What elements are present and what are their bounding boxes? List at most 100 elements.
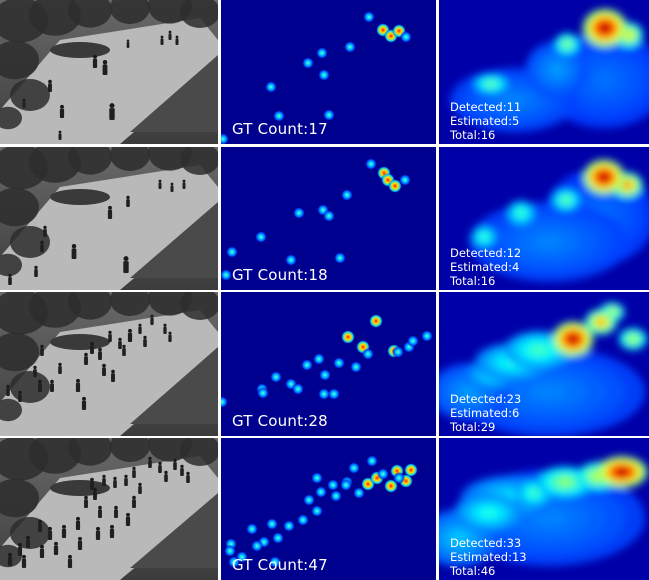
heat-blobs <box>439 456 648 567</box>
pedestrian <box>22 98 26 108</box>
pedestrian <box>132 466 136 478</box>
pedestrian <box>158 179 162 189</box>
pedestrian <box>93 487 97 500</box>
density-dot <box>221 269 232 281</box>
density-dot <box>366 455 378 467</box>
pedestrian <box>77 536 83 550</box>
density-dot <box>297 514 309 526</box>
estimated-count: Estimated:6 <box>450 406 520 420</box>
density-dot <box>421 330 433 342</box>
density-dot <box>311 505 323 517</box>
pedestrian <box>138 482 142 494</box>
estimation-panel: Detected:11 Estimated:5 Total:16 <box>439 0 649 144</box>
surveillance-photo <box>0 438 218 580</box>
pedestrian <box>164 470 168 482</box>
heat-blobs <box>450 8 649 132</box>
ground-truth-density-map <box>221 0 436 144</box>
ground-truth-density-map <box>221 438 436 580</box>
density-dot <box>323 109 335 121</box>
density-dot <box>330 490 342 502</box>
density-dot <box>362 348 374 360</box>
pedestrian <box>186 471 190 483</box>
density-dot <box>221 133 229 144</box>
tree <box>110 147 150 171</box>
pedestrian <box>26 535 30 548</box>
density-dot <box>292 383 304 395</box>
shrub <box>50 334 110 350</box>
count-stats: Detected:12 Estimated:4 Total:16 <box>450 246 521 288</box>
pedestrian <box>21 554 27 568</box>
pedestrian <box>138 323 142 334</box>
pedestrian <box>98 347 102 360</box>
pedestrian <box>123 256 129 273</box>
shrub <box>50 42 110 58</box>
tree <box>29 292 81 328</box>
density-dot <box>340 479 352 491</box>
pedestrian <box>102 363 106 376</box>
density-dot <box>344 41 356 53</box>
pedestrian <box>107 205 113 219</box>
density-dot <box>316 47 328 59</box>
pedestrian <box>58 130 62 140</box>
pedestrian <box>7 552 13 566</box>
pedestrian <box>158 461 162 473</box>
pedestrian <box>18 390 22 402</box>
density-dot <box>228 556 240 568</box>
pedestrian <box>125 512 131 526</box>
pedestrian <box>132 495 136 508</box>
gt-count-label: GT Count:17 <box>232 120 328 138</box>
pedestrian <box>111 369 115 382</box>
pedestrian <box>17 542 23 556</box>
estimated-count: Estimated:5 <box>450 114 520 128</box>
pedestrian <box>182 179 186 189</box>
photo-panel <box>0 0 218 144</box>
estimation-panel: Detected:23 Estimated:6 Total:29 <box>439 292 649 436</box>
pedestrian <box>109 103 115 120</box>
density-dot <box>348 462 360 474</box>
tree <box>0 106 22 130</box>
density-dot <box>384 479 398 493</box>
density-dot <box>285 254 297 266</box>
shrub <box>50 480 110 496</box>
pedestrian <box>84 495 88 508</box>
density-dot <box>257 387 269 399</box>
density-dot <box>377 468 389 480</box>
pedestrian <box>38 519 42 532</box>
pedestrian <box>143 335 147 347</box>
pedestrian <box>175 35 179 45</box>
tree <box>180 0 218 28</box>
density-dot <box>303 494 315 506</box>
tree <box>29 147 81 183</box>
pedestrian <box>168 30 172 40</box>
count-stats: Detected:33 Estimated:13 Total:46 <box>450 536 527 578</box>
density-dot <box>341 330 355 344</box>
tree <box>0 478 39 518</box>
pedestrian <box>148 456 152 468</box>
density-dot <box>255 231 267 243</box>
pedestrian <box>6 384 10 396</box>
tree <box>148 438 192 462</box>
ground-truth-panel: GT Count:47 <box>221 438 436 580</box>
pedestrian <box>124 474 128 486</box>
total-count: Total:16 <box>450 128 496 142</box>
density-dot <box>319 369 331 381</box>
tree <box>180 292 218 320</box>
density-dot <box>273 110 285 122</box>
pedestrian <box>8 273 12 285</box>
pedestrian <box>109 524 115 538</box>
tree <box>0 332 39 372</box>
density-dot <box>266 518 278 530</box>
density-dot <box>318 388 330 400</box>
pedestrian <box>122 344 126 356</box>
density-dot <box>334 252 346 264</box>
detected-count: Detected:33 <box>450 536 522 550</box>
ground-truth-density-map <box>221 292 436 436</box>
density-dot <box>392 346 404 358</box>
tree <box>10 79 50 111</box>
pedestrian <box>34 265 38 277</box>
density-dot <box>328 388 340 400</box>
gt-count-label: GT Count:18 <box>232 266 328 284</box>
estimated-count: Estimated:13 <box>450 550 527 564</box>
density-dot <box>226 246 238 258</box>
